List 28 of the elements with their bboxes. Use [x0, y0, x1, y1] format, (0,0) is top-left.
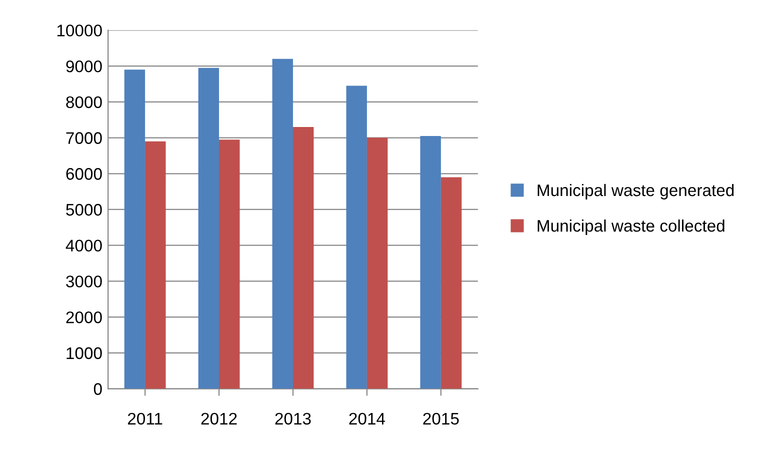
bar — [198, 68, 220, 389]
bar — [219, 140, 240, 389]
y-tick-label: 4000 — [66, 240, 102, 252]
bar — [440, 177, 462, 389]
bar — [366, 138, 388, 389]
y-tick-label: 5000 — [66, 204, 102, 216]
x-tick-label: 2015 — [423, 412, 459, 425]
bar — [124, 70, 146, 389]
y-tick-label: 9000 — [66, 60, 102, 72]
y-tick-label: 6000 — [66, 168, 102, 180]
x-tick-label: 2011 — [128, 412, 162, 425]
y-tick-label: 2000 — [66, 311, 102, 324]
bar — [145, 141, 166, 389]
bar — [420, 136, 441, 389]
y-tick-label: 8000 — [66, 96, 102, 108]
x-tick-label: 2012 — [201, 412, 237, 425]
bar — [272, 58, 293, 389]
bar — [292, 127, 314, 389]
x-tick-label: 2013 — [275, 412, 311, 425]
bar — [346, 86, 367, 389]
y-tick-label: 10000 — [57, 24, 102, 36]
legend-label: Municipal waste collected — [538, 219, 724, 236]
x-tick-label: 2014 — [349, 412, 386, 425]
legend-label: Municipal waste generated — [538, 184, 734, 200]
y-tick-label: 3000 — [66, 276, 102, 288]
y-tick-label: 0 — [94, 383, 102, 395]
y-tick-label: 1000 — [66, 347, 102, 360]
y-tick-label: 7000 — [66, 132, 102, 144]
